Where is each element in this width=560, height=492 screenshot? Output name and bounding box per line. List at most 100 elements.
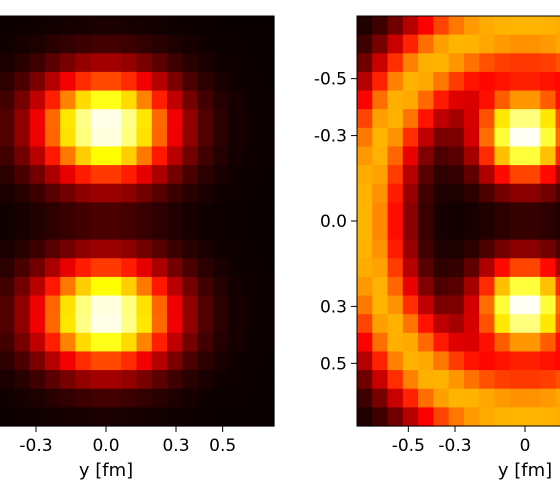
heatmap-cell [540, 370, 557, 390]
heatmap-cell [151, 239, 168, 259]
heatmap-cell [167, 146, 183, 166]
heatmap-cell [212, 370, 229, 390]
heatmap-cell [75, 276, 92, 297]
heatmap-cell [509, 165, 526, 185]
heatmap-cell [106, 90, 122, 110]
heatmap-cell [555, 332, 560, 353]
heatmap-cell [60, 165, 77, 185]
heatmap-cell [197, 221, 214, 241]
heatmap-cell [90, 71, 107, 92]
heatmap-cell [479, 165, 496, 185]
heatmap-cell [75, 127, 92, 148]
heatmap-cell [60, 332, 77, 353]
heatmap-cell [167, 407, 183, 427]
heatmap-cell [106, 146, 122, 166]
heatmap-cell [106, 258, 122, 278]
heatmap-cell [540, 388, 557, 408]
heatmap-cell [525, 90, 541, 110]
heatmap-cell [228, 90, 245, 110]
heatmap-cell [212, 165, 229, 185]
heatmap-cell [182, 295, 199, 315]
heatmap-cell [75, 146, 92, 166]
heatmap-cell [509, 146, 526, 166]
heatmap-cell [372, 202, 389, 222]
heatmap-cell [14, 258, 31, 278]
heatmap-cell [433, 239, 450, 259]
heatmap-cell [14, 332, 31, 353]
heatmap-cell [182, 146, 199, 166]
heatmap-cell [182, 71, 199, 92]
heatmap-cell [60, 53, 77, 73]
heatmap-cell [0, 165, 15, 185]
heatmap-cell [555, 407, 560, 427]
heatmap-cell [75, 90, 92, 110]
heatmap-cell [14, 53, 31, 73]
heatmap-cell [555, 221, 560, 241]
heatmap-cell [479, 71, 496, 92]
heatmap-cell [540, 332, 557, 353]
heatmap-cell [167, 388, 183, 408]
heatmap-cell [433, 221, 450, 241]
heatmap-cell [228, 295, 245, 315]
heatmap-cell [151, 314, 168, 334]
heatmap-cell [228, 239, 245, 259]
heatmap-cell [555, 146, 560, 166]
heatmap-cell [136, 165, 153, 185]
heatmap-cell [372, 183, 389, 203]
heatmap-cell [106, 202, 122, 222]
heatmap-cell [0, 71, 15, 92]
heatmap-cell [463, 127, 480, 148]
heatmap-cell [14, 90, 31, 110]
heatmap-cell [121, 258, 138, 278]
heatmap-cell [90, 276, 107, 297]
heatmap-cell [357, 388, 373, 408]
heatmap-cell [357, 183, 373, 203]
heatmap-cell [448, 165, 465, 185]
heatmap-cell [121, 332, 138, 353]
heatmap-cell [372, 146, 389, 166]
heatmap-cell [228, 127, 245, 148]
heatmap-cell [0, 276, 15, 297]
heatmap-cell [75, 183, 92, 203]
heatmap-cell [479, 276, 496, 297]
heatmap-cell [44, 127, 61, 148]
heatmap-cell [0, 146, 15, 166]
heatmap-cell [479, 202, 496, 222]
heatmap-cell [121, 109, 138, 129]
heatmap-cell [387, 407, 404, 427]
heatmap-cell [525, 53, 541, 73]
heatmap-cell [136, 332, 153, 353]
heatmap-cell [433, 53, 450, 73]
heatmap-cell [75, 388, 92, 408]
heatmap-cell [29, 221, 46, 241]
heatmap-cell [463, 71, 480, 92]
heatmap-cell [525, 351, 541, 371]
heatmap-cell [151, 109, 168, 129]
heatmap-cell [258, 127, 275, 148]
heatmap-cell [228, 370, 245, 390]
heatmap-cell [151, 34, 168, 54]
heatmap-cell [357, 351, 373, 371]
heatmap-cell [136, 109, 153, 129]
heatmap-cell [121, 146, 138, 166]
heatmap-cell [212, 295, 229, 315]
heatmap-cell [402, 183, 419, 203]
heatmap-cell [540, 314, 557, 334]
heatmap-cell [44, 276, 61, 297]
heatmap-cell [509, 202, 526, 222]
heatmap-cell [479, 183, 496, 203]
heatmap-cell [106, 388, 122, 408]
heatmap-cell [479, 407, 496, 427]
heatmap-cell [182, 109, 199, 129]
heatmap-cell [136, 221, 153, 241]
heatmap-cell [494, 71, 511, 92]
heatmap-cell [525, 127, 541, 148]
heatmap-cell [418, 276, 434, 297]
heatmap-cell [228, 221, 245, 241]
heatmap-cell [121, 127, 138, 148]
heatmap-cell [525, 295, 541, 315]
heatmap-cell [509, 314, 526, 334]
heatmap-cell [0, 202, 15, 222]
heatmap-cell [228, 276, 245, 297]
heatmap-cell [433, 16, 450, 36]
